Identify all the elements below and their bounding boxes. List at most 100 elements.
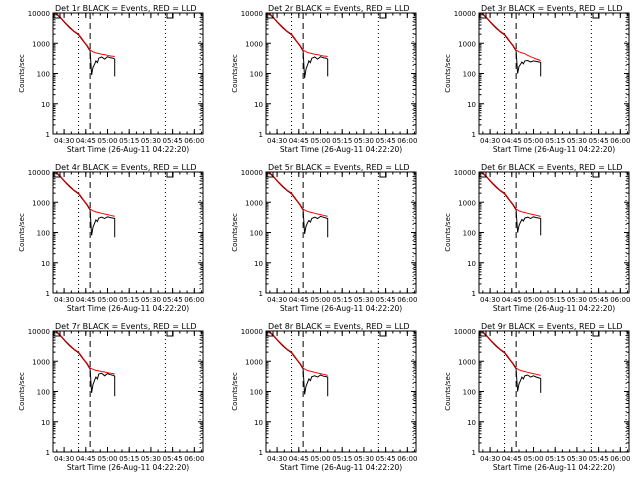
plot-frame (478, 171, 630, 294)
x-tick-label: 05:00 (523, 137, 543, 145)
series-line-events (479, 172, 542, 236)
series-group (479, 172, 542, 236)
chart-panel: Det 2r BLACK = Events, RED = LLD 1 10 100 10… (231, 4, 417, 154)
y-tick-label: 10000 (28, 328, 50, 336)
x-tick-label: 05:15 (545, 296, 565, 304)
x-tick-label: 06:00 (184, 296, 204, 304)
series-line-lld (266, 13, 328, 58)
series-group (53, 331, 116, 397)
x-tick-label: 04:45 (289, 296, 309, 304)
y-tick-label: 1 (259, 449, 263, 457)
series-line-lld (53, 331, 115, 375)
x-tick-label: 05:45 (589, 137, 609, 145)
x-tick-label: 04:30 (54, 296, 74, 304)
y-tick-label: 100 (37, 230, 50, 238)
y-tick-label: 10 (41, 419, 50, 427)
x-tick-label: 04:30 (480, 296, 500, 304)
corner-marker-right (379, 171, 387, 178)
x-tick-label: 05:00 (310, 296, 330, 304)
x-tick-label: 06:00 (610, 137, 630, 145)
x-tick-label: 06:00 (397, 296, 417, 304)
series-group (479, 331, 542, 393)
chart-panel: Det 5r BLACK = Events, RED = LLD 1 10 100 10… (231, 163, 417, 313)
y-tick-label: 10000 (454, 10, 476, 18)
x-tick-label: 05:15 (332, 137, 352, 145)
y-tick-label: 1000 (32, 358, 50, 366)
x-axis-label: Start Time (26-Aug-11 04:22:20) (67, 145, 189, 154)
y-tick-label: 100 (250, 389, 263, 397)
y-tick-label: 1 (46, 131, 50, 139)
corner-marker-right (166, 171, 174, 178)
y-axis-label: Counts/sec (18, 372, 26, 411)
y-tick-label: 1 (472, 449, 476, 457)
y-tick-label: 1000 (458, 199, 476, 207)
y-tick-label: 100 (463, 71, 476, 79)
y-tick-label: 1 (472, 131, 476, 139)
y-tick-label: 1 (259, 290, 263, 298)
y-tick-label: 100 (37, 71, 50, 79)
y-tick-label: 1000 (245, 199, 263, 207)
x-axis-label: Start Time (26-Aug-11 04:22:20) (67, 463, 189, 472)
y-tick-label: 1 (259, 131, 263, 139)
chart-title: Det 4r BLACK = Events, RED = LLD (55, 163, 197, 172)
series-line-lld (479, 331, 541, 376)
series-group (53, 13, 116, 77)
chart-panel: Det 1r BLACK = Events, RED = LLD 1 10 100 10… (18, 4, 204, 154)
chart-panel: Det 3r BLACK = Events, RED = LLD 1 10 100 10… (444, 4, 630, 154)
chart-title: Det 1r BLACK = Events, RED = LLD (55, 4, 197, 13)
x-tick-label: 05:30 (354, 455, 374, 463)
plot-frame (478, 12, 630, 135)
y-tick-label: 1000 (245, 40, 263, 48)
x-tick-label: 05:15 (119, 296, 139, 304)
series-group (266, 13, 329, 79)
chart-title: Det 8r BLACK = Events, RED = LLD (268, 322, 410, 331)
x-tick-label: 05:45 (376, 455, 396, 463)
chart-title: Det 6r BLACK = Events, RED = LLD (481, 163, 623, 172)
x-tick-label: 05:30 (567, 455, 587, 463)
chart-panel: Det 8r BLACK = Events, RED = LLD 1 10 100 10… (231, 322, 417, 472)
y-tick-label: 100 (463, 389, 476, 397)
y-tick-label: 10000 (241, 10, 263, 18)
x-tick-label: 05:00 (97, 455, 117, 463)
x-tick-label: 05:30 (141, 296, 161, 304)
series-line-events (266, 331, 329, 397)
x-tick-label: 05:45 (163, 296, 183, 304)
x-tick-label: 05:45 (589, 455, 609, 463)
x-tick-label: 04:30 (267, 296, 287, 304)
corner-marker-right (379, 330, 387, 337)
x-tick-label: 06:00 (184, 137, 204, 145)
plot-frame (52, 171, 204, 294)
corner-marker-right (592, 12, 600, 19)
x-tick-label: 05:00 (97, 296, 117, 304)
y-axis-label: Counts/sec (18, 213, 26, 252)
x-tick-label: 05:00 (523, 296, 543, 304)
y-tick-label: 1000 (245, 358, 263, 366)
x-axis-label: Start Time (26-Aug-11 04:22:20) (493, 463, 615, 472)
chart-title: Det 2r BLACK = Events, RED = LLD (268, 4, 410, 13)
x-axis-label: Start Time (26-Aug-11 04:22:20) (280, 145, 402, 154)
x-tick-label: 04:30 (54, 137, 74, 145)
series-group (53, 172, 116, 238)
series-line-lld (479, 172, 541, 217)
x-tick-label: 05:30 (141, 137, 161, 145)
series-line-events (53, 13, 116, 77)
series-line-lld (479, 13, 541, 62)
chart-panel: Det 6r BLACK = Events, RED = LLD 1 10 100 10… (444, 163, 630, 313)
y-tick-label: 10000 (28, 169, 50, 177)
y-axis-label: Counts/sec (444, 213, 452, 252)
x-axis-label: Start Time (26-Aug-11 04:22:20) (493, 145, 615, 154)
x-tick-label: 05:15 (332, 296, 352, 304)
series-group (266, 172, 329, 238)
x-tick-label: 05:15 (119, 137, 139, 145)
y-axis-label: Counts/sec (231, 213, 239, 252)
x-tick-label: 04:45 (76, 137, 96, 145)
y-tick-label: 10 (254, 419, 263, 427)
y-tick-label: 100 (463, 230, 476, 238)
x-tick-label: 05:45 (376, 296, 396, 304)
x-tick-label: 05:15 (545, 455, 565, 463)
y-tick-label: 10 (467, 260, 476, 268)
x-tick-label: 05:30 (354, 137, 374, 145)
y-tick-label: 10 (41, 260, 50, 268)
x-axis-label: Start Time (26-Aug-11 04:22:20) (280, 463, 402, 472)
y-tick-label: 100 (37, 389, 50, 397)
